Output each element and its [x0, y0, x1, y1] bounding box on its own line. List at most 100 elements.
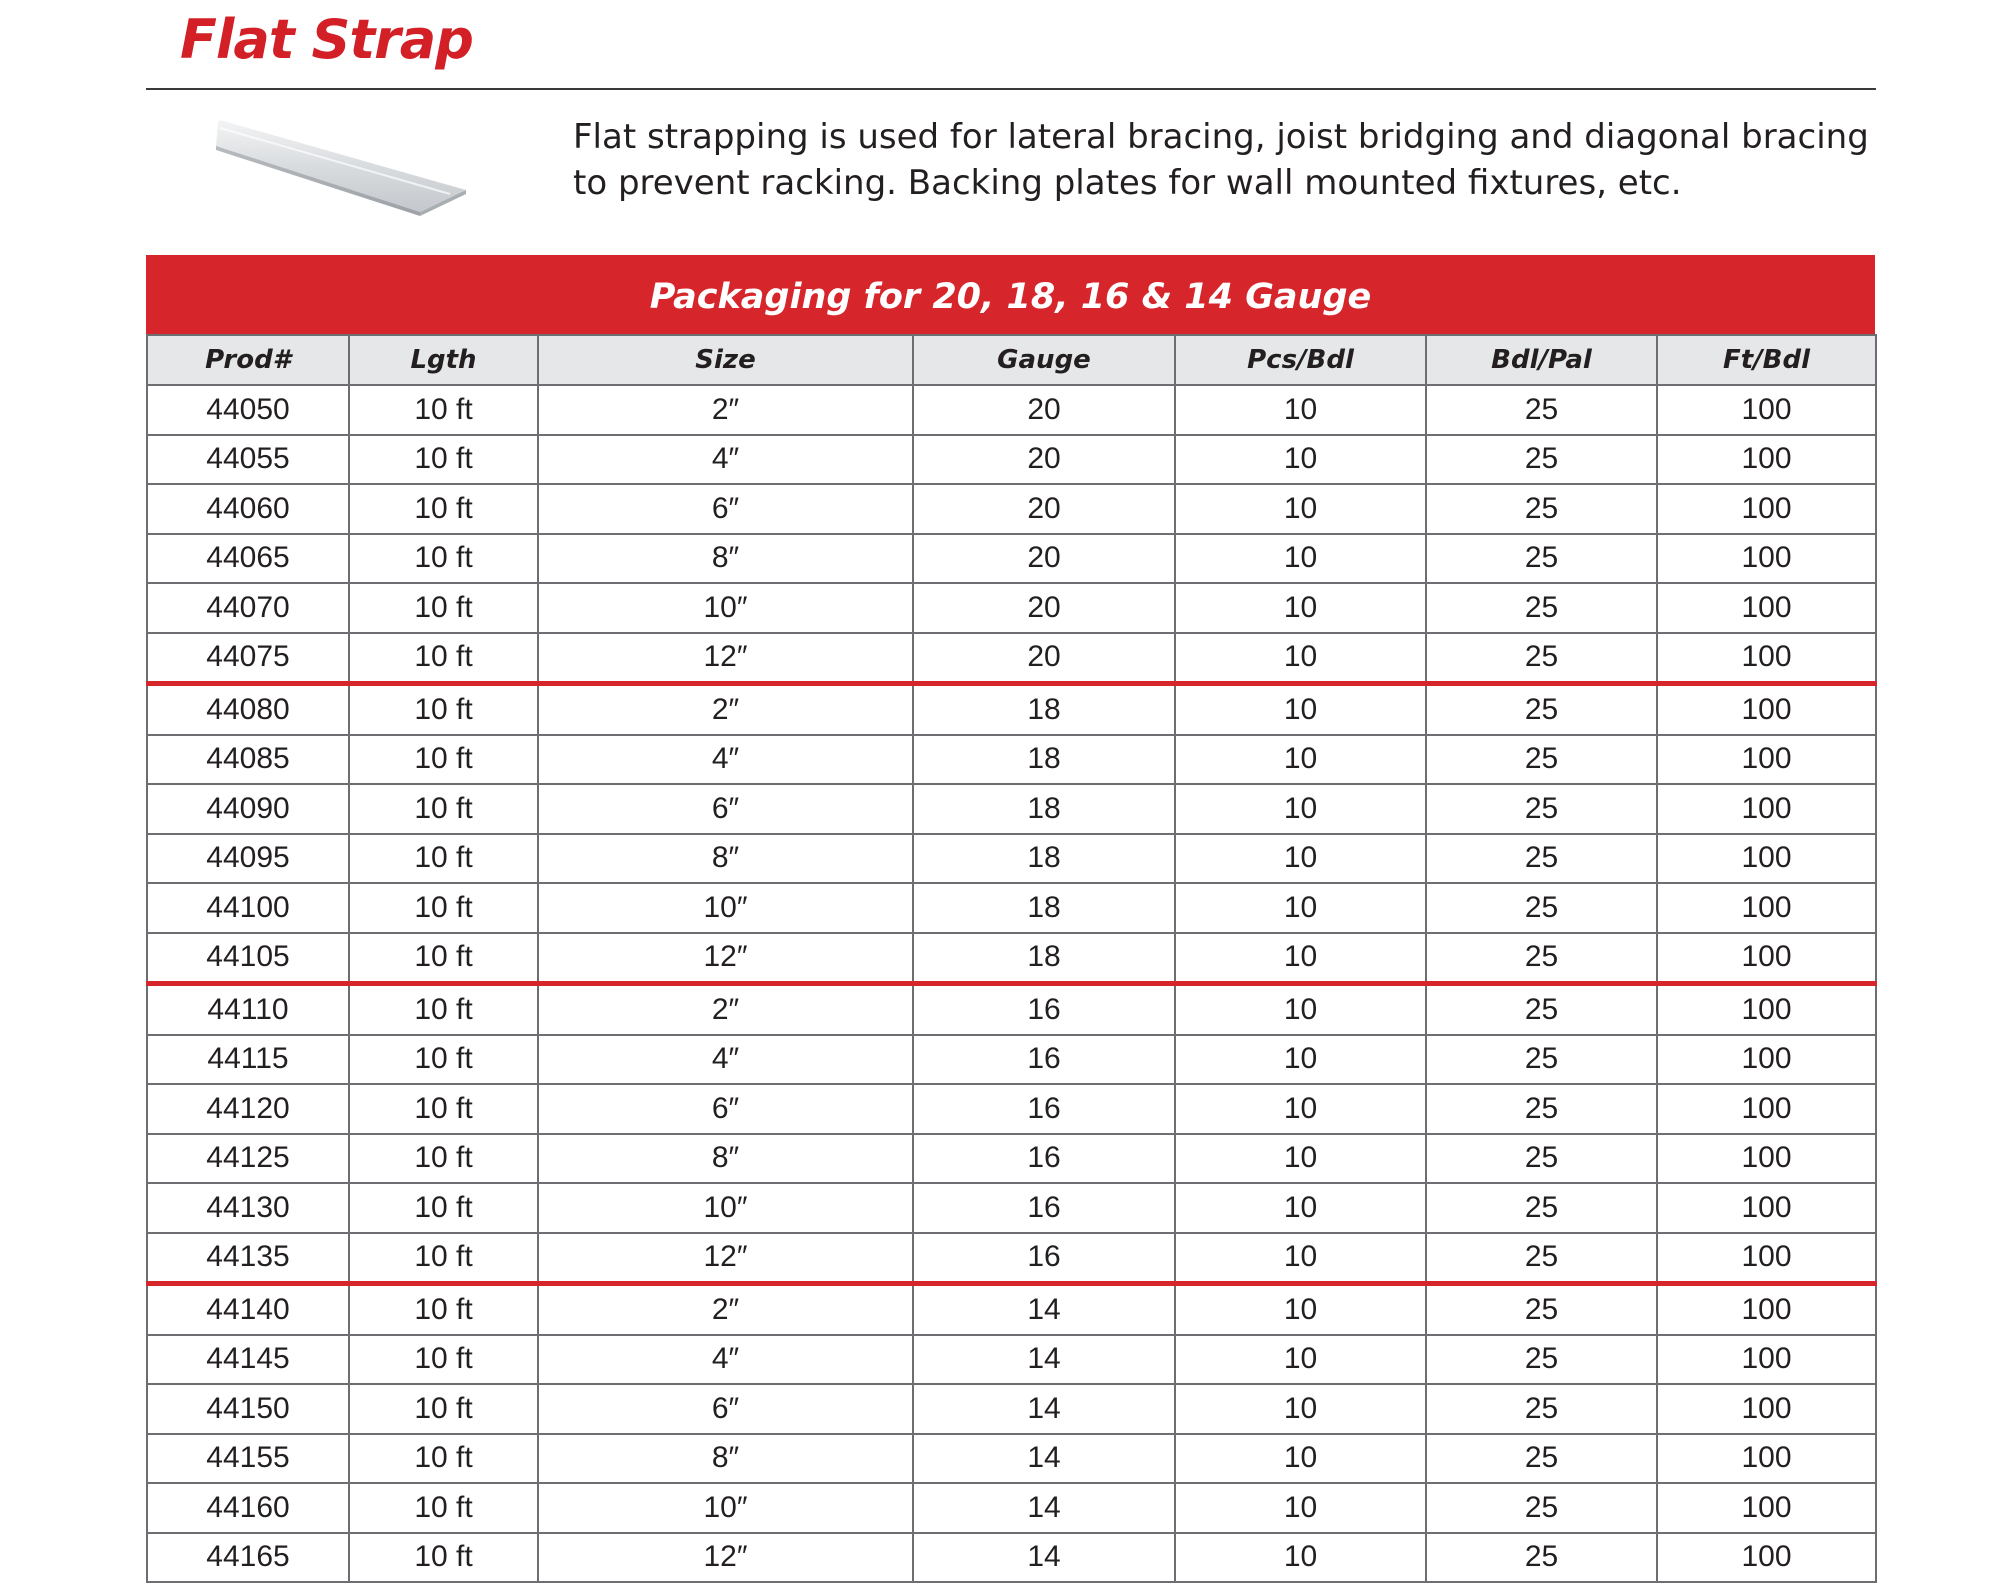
cell-bdl-pal: 25	[1425, 833, 1658, 884]
cell-length: 10 ft	[348, 1483, 539, 1534]
table-row: 44165 10 ft 12″ 14 10 25 100	[146, 1532, 1877, 1583]
cell-gauge: 16	[912, 1232, 1176, 1285]
cell-gauge: 18	[912, 833, 1176, 884]
cell-gauge: 20	[912, 583, 1176, 634]
cell-size: 8″	[537, 1133, 914, 1184]
cell-bdl-pal: 25	[1425, 533, 1658, 584]
packaging-table: Prod# Lgth Size Gauge Pcs/Bdl Bdl/Pal Ft…	[146, 334, 1877, 1583]
cell-ft-bdl: 100	[1656, 632, 1877, 685]
cell-length: 10 ft	[348, 1433, 539, 1484]
cell-bdl-pal: 25	[1425, 583, 1658, 634]
table-row: 44105 10 ft 12″ 18 10 25 100	[146, 932, 1877, 985]
cell-gauge: 20	[912, 533, 1176, 584]
page-title: Flat Strap	[180, 8, 474, 71]
cell-bdl-pal: 25	[1425, 883, 1658, 934]
table-row: 44095 10 ft 8″ 18 10 25 100	[146, 833, 1877, 884]
cell-gauge: 20	[912, 434, 1176, 485]
table-row: 44125 10 ft 8″ 16 10 25 100	[146, 1133, 1877, 1184]
cell-ft-bdl: 100	[1656, 484, 1877, 535]
cell-length: 10 ft	[348, 533, 539, 584]
table-row: 44070 10 ft 10″ 20 10 25 100	[146, 583, 1877, 634]
cell-bdl-pal: 25	[1425, 734, 1658, 785]
cell-prod: 44085	[146, 734, 350, 785]
table-row: 44075 10 ft 12″ 20 10 25 100	[146, 632, 1877, 685]
cell-length: 10 ft	[348, 1183, 539, 1234]
table-row: 44055 10 ft 4″ 20 10 25 100	[146, 434, 1877, 485]
cell-prod: 44075	[146, 632, 350, 685]
cell-prod: 44150	[146, 1384, 350, 1435]
cell-bdl-pal: 25	[1425, 1232, 1658, 1285]
cell-prod: 44165	[146, 1532, 350, 1583]
cell-length: 10 ft	[348, 484, 539, 535]
column-header-gauge: Gauge	[912, 334, 1176, 386]
cell-size: 10″	[537, 1483, 914, 1534]
table-row: 44110 10 ft 2″ 16 10 25 100	[146, 981, 1877, 1036]
cell-ft-bdl: 100	[1656, 1483, 1877, 1534]
cell-prod: 44155	[146, 1433, 350, 1484]
cell-gauge: 16	[912, 1183, 1176, 1234]
cell-prod: 44100	[146, 883, 350, 934]
cell-prod: 44095	[146, 833, 350, 884]
cell-bdl-pal: 25	[1425, 1384, 1658, 1435]
cell-pcs-bdl: 10	[1174, 883, 1427, 934]
cell-pcs-bdl: 10	[1174, 1433, 1427, 1484]
cell-pcs-bdl: 10	[1174, 1532, 1427, 1583]
cell-size: 2″	[537, 1281, 914, 1336]
cell-size: 8″	[537, 1433, 914, 1484]
cell-bdl-pal: 25	[1425, 484, 1658, 535]
cell-ft-bdl: 100	[1656, 932, 1877, 985]
cell-bdl-pal: 25	[1425, 932, 1658, 985]
cell-gauge: 14	[912, 1532, 1176, 1583]
cell-ft-bdl: 100	[1656, 1281, 1877, 1336]
cell-pcs-bdl: 10	[1174, 1084, 1427, 1135]
cell-bdl-pal: 25	[1425, 1084, 1658, 1135]
cell-prod: 44065	[146, 533, 350, 584]
cell-prod: 44145	[146, 1334, 350, 1385]
column-header-prod: Prod#	[146, 334, 350, 386]
cell-size: 12″	[537, 932, 914, 985]
cell-prod: 44110	[146, 981, 350, 1036]
cell-pcs-bdl: 10	[1174, 632, 1427, 685]
table-row: 44050 10 ft 2″ 20 10 25 100	[146, 385, 1877, 436]
cell-ft-bdl: 100	[1656, 1433, 1877, 1484]
cell-ft-bdl: 100	[1656, 883, 1877, 934]
cell-pcs-bdl: 10	[1174, 1183, 1427, 1234]
cell-prod: 44050	[146, 385, 350, 436]
cell-size: 12″	[537, 632, 914, 685]
cell-size: 4″	[537, 434, 914, 485]
table-row: 44065 10 ft 8″ 20 10 25 100	[146, 533, 1877, 584]
cell-bdl-pal: 25	[1425, 1334, 1658, 1385]
cell-gauge: 16	[912, 1034, 1176, 1085]
column-header-bdl-pal: Bdl/Pal	[1425, 334, 1658, 386]
cell-pcs-bdl: 10	[1174, 533, 1427, 584]
cell-gauge: 14	[912, 1281, 1176, 1336]
cell-length: 10 ft	[348, 784, 539, 835]
cell-prod: 44140	[146, 1281, 350, 1336]
cell-gauge: 18	[912, 784, 1176, 835]
cell-bdl-pal: 25	[1425, 1433, 1658, 1484]
cell-length: 10 ft	[348, 1384, 539, 1435]
cell-bdl-pal: 25	[1425, 1483, 1658, 1534]
cell-length: 10 ft	[348, 1034, 539, 1085]
table-row: 44060 10 ft 6″ 20 10 25 100	[146, 484, 1877, 535]
cell-bdl-pal: 25	[1425, 1034, 1658, 1085]
cell-size: 4″	[537, 1334, 914, 1385]
cell-prod: 44125	[146, 1133, 350, 1184]
cell-size: 8″	[537, 833, 914, 884]
cell-length: 10 ft	[348, 883, 539, 934]
cell-ft-bdl: 100	[1656, 1532, 1877, 1583]
column-header-length: Lgth	[348, 334, 539, 386]
cell-bdl-pal: 25	[1425, 981, 1658, 1036]
cell-pcs-bdl: 10	[1174, 1232, 1427, 1285]
table-row: 44155 10 ft 8″ 14 10 25 100	[146, 1433, 1877, 1484]
cell-pcs-bdl: 10	[1174, 932, 1427, 985]
cell-length: 10 ft	[348, 1532, 539, 1583]
packaging-table-section: Packaging for 20, 18, 16 & 14 Gauge Prod…	[146, 255, 1877, 1583]
table-row: 44090 10 ft 6″ 18 10 25 100	[146, 784, 1877, 835]
cell-gauge: 16	[912, 1084, 1176, 1135]
cell-ft-bdl: 100	[1656, 434, 1877, 485]
cell-ft-bdl: 100	[1656, 385, 1877, 436]
cell-bdl-pal: 25	[1425, 632, 1658, 685]
column-header-ft-bdl: Ft/Bdl	[1656, 334, 1877, 386]
cell-prod: 44135	[146, 1232, 350, 1285]
